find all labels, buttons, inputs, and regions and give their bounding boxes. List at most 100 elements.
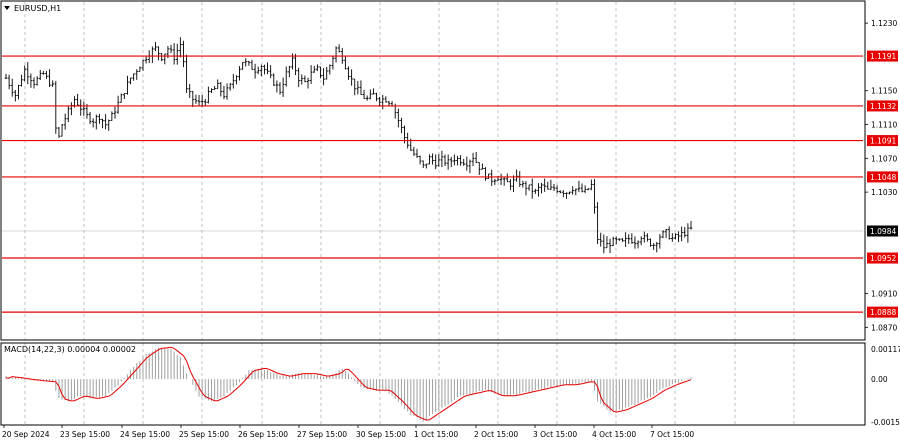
price-bar bbox=[652, 243, 655, 250]
price-bar bbox=[583, 185, 587, 194]
price-bar bbox=[191, 91, 195, 107]
price-bar bbox=[400, 117, 403, 134]
price-bar bbox=[228, 82, 232, 91]
macd-label: MACD(14,22,3) 0.00004 0.00002 bbox=[4, 345, 136, 354]
price-bar bbox=[639, 236, 643, 246]
price-bar bbox=[428, 154, 431, 165]
price-bar bbox=[502, 176, 506, 186]
dropdown-triangle-icon[interactable] bbox=[4, 6, 10, 10]
price-bar bbox=[10, 78, 14, 97]
price-bar bbox=[316, 64, 319, 72]
level-price-badge: 1.0952 bbox=[867, 252, 898, 264]
price-bar bbox=[580, 183, 584, 193]
price-bar bbox=[565, 192, 568, 199]
price-bar bbox=[524, 180, 528, 196]
time-axis: 20 Sep 2024 23 Sep 15:00 24 Sep 15:00 25 Se… bbox=[2, 425, 694, 439]
price-bar bbox=[434, 154, 437, 170]
price-bar bbox=[175, 43, 179, 65]
y-tick-label: 1.1110 bbox=[871, 121, 897, 130]
price-bar bbox=[82, 101, 86, 116]
price-bar bbox=[48, 69, 51, 87]
price-bar bbox=[94, 114, 98, 130]
price-bar bbox=[412, 146, 416, 156]
price-bar bbox=[172, 43, 176, 65]
price-bar bbox=[66, 106, 70, 123]
price-bar bbox=[674, 233, 677, 240]
y-tick-label: 1.1230 bbox=[871, 19, 897, 28]
price-bar bbox=[241, 61, 244, 70]
macd-signal-line bbox=[6, 346, 692, 421]
price-bar bbox=[462, 158, 466, 166]
price-bar bbox=[129, 77, 132, 85]
price-bar bbox=[222, 85, 226, 100]
price-bar bbox=[207, 86, 210, 104]
price-bar bbox=[562, 190, 565, 198]
x-tick-label: 30 Sep 15:00 bbox=[356, 430, 406, 439]
level-price-label: 1.0952 bbox=[870, 254, 896, 263]
price-bar bbox=[537, 183, 540, 197]
price-bar bbox=[32, 77, 36, 89]
price-bar bbox=[614, 236, 618, 245]
price-bar bbox=[135, 69, 139, 80]
price-bar bbox=[456, 155, 459, 166]
price-bar bbox=[490, 169, 494, 186]
price-bar bbox=[530, 178, 534, 199]
price-bar bbox=[353, 78, 357, 96]
x-tick-label: 7 Oct 15:00 bbox=[650, 430, 694, 439]
price-bar bbox=[294, 53, 297, 76]
price-bar bbox=[655, 241, 659, 253]
price-bar bbox=[359, 80, 363, 95]
price-bar bbox=[384, 96, 388, 103]
price-bar bbox=[132, 73, 135, 81]
price-bar bbox=[38, 69, 42, 81]
y-tick-label: 1.1030 bbox=[871, 188, 897, 197]
price-bar bbox=[110, 111, 114, 121]
price-bar bbox=[633, 236, 637, 249]
price-bar bbox=[471, 152, 475, 167]
level-price-badge: 1.1191 bbox=[867, 50, 898, 62]
price-bar bbox=[552, 183, 556, 191]
price-bar bbox=[499, 173, 503, 185]
price-bar bbox=[505, 173, 509, 183]
price-bar bbox=[79, 99, 83, 116]
price-bar bbox=[297, 67, 300, 87]
price-bar bbox=[568, 191, 571, 195]
price-bar bbox=[671, 233, 674, 242]
price-bar bbox=[275, 80, 279, 93]
price-bar bbox=[4, 73, 8, 79]
price-bar bbox=[347, 66, 350, 80]
price-bar bbox=[590, 179, 593, 191]
price-bar bbox=[381, 94, 385, 110]
price-bar bbox=[247, 60, 251, 66]
price-bar bbox=[344, 55, 347, 70]
price-bar bbox=[238, 66, 241, 81]
price-bar bbox=[518, 171, 522, 187]
support-resistance-levels bbox=[2, 55, 863, 313]
macd-tick-label: -0.00154 bbox=[871, 418, 900, 427]
price-bar bbox=[493, 178, 497, 185]
price-bar bbox=[107, 119, 111, 131]
price-bar bbox=[611, 236, 615, 247]
price-bar bbox=[608, 238, 612, 253]
price-bar bbox=[57, 127, 61, 138]
price-bar bbox=[642, 231, 646, 243]
price-bar bbox=[42, 70, 45, 75]
price-bar bbox=[200, 94, 204, 108]
price-bar bbox=[334, 46, 338, 63]
symbol-caption[interactable]: EURUSD,H1 bbox=[4, 4, 61, 13]
price-bar bbox=[515, 169, 518, 182]
price-bar bbox=[375, 92, 378, 102]
price-bar bbox=[123, 93, 126, 99]
panel-frames bbox=[0, 0, 866, 426]
price-bar bbox=[512, 175, 515, 193]
y-tick-label: 1.0910 bbox=[871, 290, 897, 299]
macd-tick-label: 0.00117 bbox=[871, 345, 900, 354]
price-bar bbox=[558, 190, 562, 194]
price-bar bbox=[60, 124, 64, 137]
price-bar bbox=[356, 80, 360, 95]
price-bar bbox=[179, 37, 182, 58]
price-bar bbox=[138, 66, 142, 72]
price-bar bbox=[477, 161, 481, 175]
